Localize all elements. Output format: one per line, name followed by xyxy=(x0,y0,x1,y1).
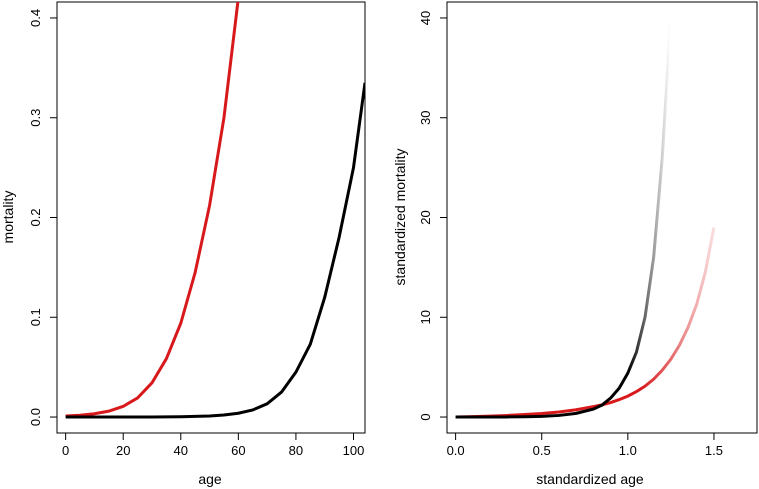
left-y-axis-title: mortality xyxy=(0,191,16,244)
left-y-tick-label: 0.4 xyxy=(28,9,43,27)
right-plot-frame xyxy=(446,1,758,434)
left-x-axis-title: age xyxy=(198,471,222,487)
right-x-axis: 0.0 0.5 1.0 1.5 xyxy=(447,433,723,458)
right-y-tick-label: 10 xyxy=(418,310,433,324)
right-y-tick-label: 30 xyxy=(418,110,433,124)
left-y-tick-label: 0.3 xyxy=(28,109,43,127)
right-y-tick-label: 40 xyxy=(418,11,433,25)
left-series-black-line xyxy=(65,82,365,419)
left-x-tick-label: 0 xyxy=(62,443,69,458)
right-plot-lines xyxy=(455,17,716,419)
right-y-axis-title: standardized mortality xyxy=(392,149,408,286)
right-x-axis-title: standardized age xyxy=(536,471,644,487)
left-panel: 0 20 40 60 80 100 0.0 0.1 0.2 0.3 0.4 age mortali… xyxy=(0,1,366,487)
right-x-tick-label: 0.5 xyxy=(533,443,551,458)
left-y-axis: 0.0 0.1 0.2 0.3 0.4 xyxy=(28,9,57,426)
right-y-axis: 0 10 20 30 40 xyxy=(418,11,447,421)
right-series-red-line xyxy=(455,227,716,419)
right-x-tick-label: 0.0 xyxy=(447,443,465,458)
left-x-tick-label: 80 xyxy=(289,443,303,458)
left-y-tick-label: 0.1 xyxy=(28,308,43,326)
left-x-axis: 0 20 40 60 80 100 xyxy=(62,433,364,458)
left-y-tick-label: 0.0 xyxy=(28,408,43,426)
left-plot-lines xyxy=(65,2,365,419)
left-x-tick-label: 40 xyxy=(174,443,188,458)
right-series-black-line xyxy=(455,17,673,419)
left-x-tick-label: 20 xyxy=(116,443,130,458)
right-x-tick-label: 1.0 xyxy=(619,443,637,458)
right-y-tick-label: 20 xyxy=(418,210,433,224)
left-x-tick-label: 60 xyxy=(231,443,245,458)
left-x-tick-label: 100 xyxy=(343,443,365,458)
left-series-red-line xyxy=(65,2,240,418)
right-x-tick-label: 1.5 xyxy=(705,443,723,458)
left-plot-frame xyxy=(56,1,366,434)
left-y-tick-label: 0.2 xyxy=(28,208,43,226)
right-y-tick-label: 0 xyxy=(418,413,433,420)
